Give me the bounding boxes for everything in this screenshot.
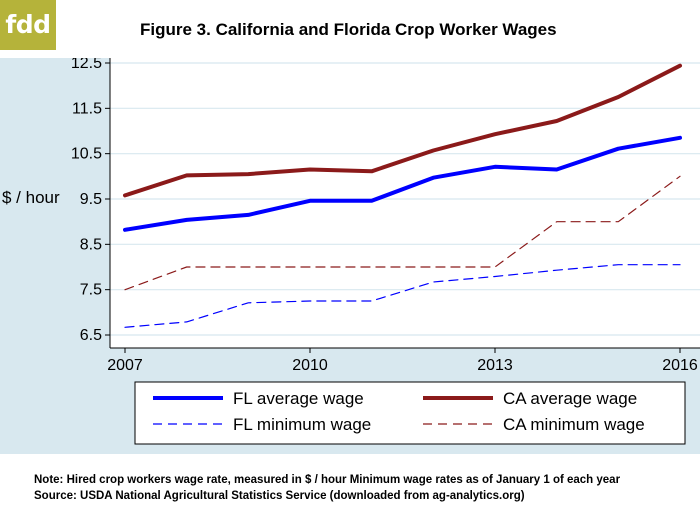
y-tick-label: 12.5 [71,55,102,72]
chart-panel: 6.5 7.5 8.5 9.5 10.5 11.5 12.5 2007 2010 2013 2016… [0,48,700,454]
x-tick-label: 2016 [662,357,698,374]
legend-label: CA average wage [503,389,637,408]
y-tick-label: 10.5 [71,146,102,163]
y-axis-label: $ / hour [2,188,60,207]
chart-title: Figure 3. California and Florida Crop Wo… [140,20,557,39]
notes: Note: Hired crop workers wage rate, meas… [0,454,700,518]
chart: 6.5 7.5 8.5 9.5 10.5 11.5 12.5 2007 2010 2013 2016… [2,48,700,445]
legend-box [134,381,686,445]
x-tick-label: 2013 [477,357,513,374]
y-tick-label: 9.5 [80,191,102,208]
series-line-2 [123,63,682,198]
series-line-3 [124,264,681,328]
series-line-1 [123,135,682,232]
legend-label: FL minimum wage [233,415,371,434]
x-tick-label: 2010 [292,357,328,374]
legend-label: CA minimum wage [503,415,645,434]
y-tick-label: 6.5 [80,327,102,344]
note-text: Note: Hired crop workers wage rate, meas… [34,474,621,486]
series-line-4 [124,175,681,291]
y-tick-label: 8.5 [80,236,102,253]
fdd-logo: fdd [0,0,56,50]
legend-label: FL average wage [233,389,364,408]
plot-area [110,48,700,348]
y-tick-label: 7.5 [80,282,102,299]
source-text: Source: USDA National Agricultural Stati… [34,490,525,502]
header: fdd Figure 3. California and Florida Cro… [0,0,700,58]
y-tick-label: 11.5 [72,100,102,117]
x-tick-label: 2007 [107,357,143,374]
